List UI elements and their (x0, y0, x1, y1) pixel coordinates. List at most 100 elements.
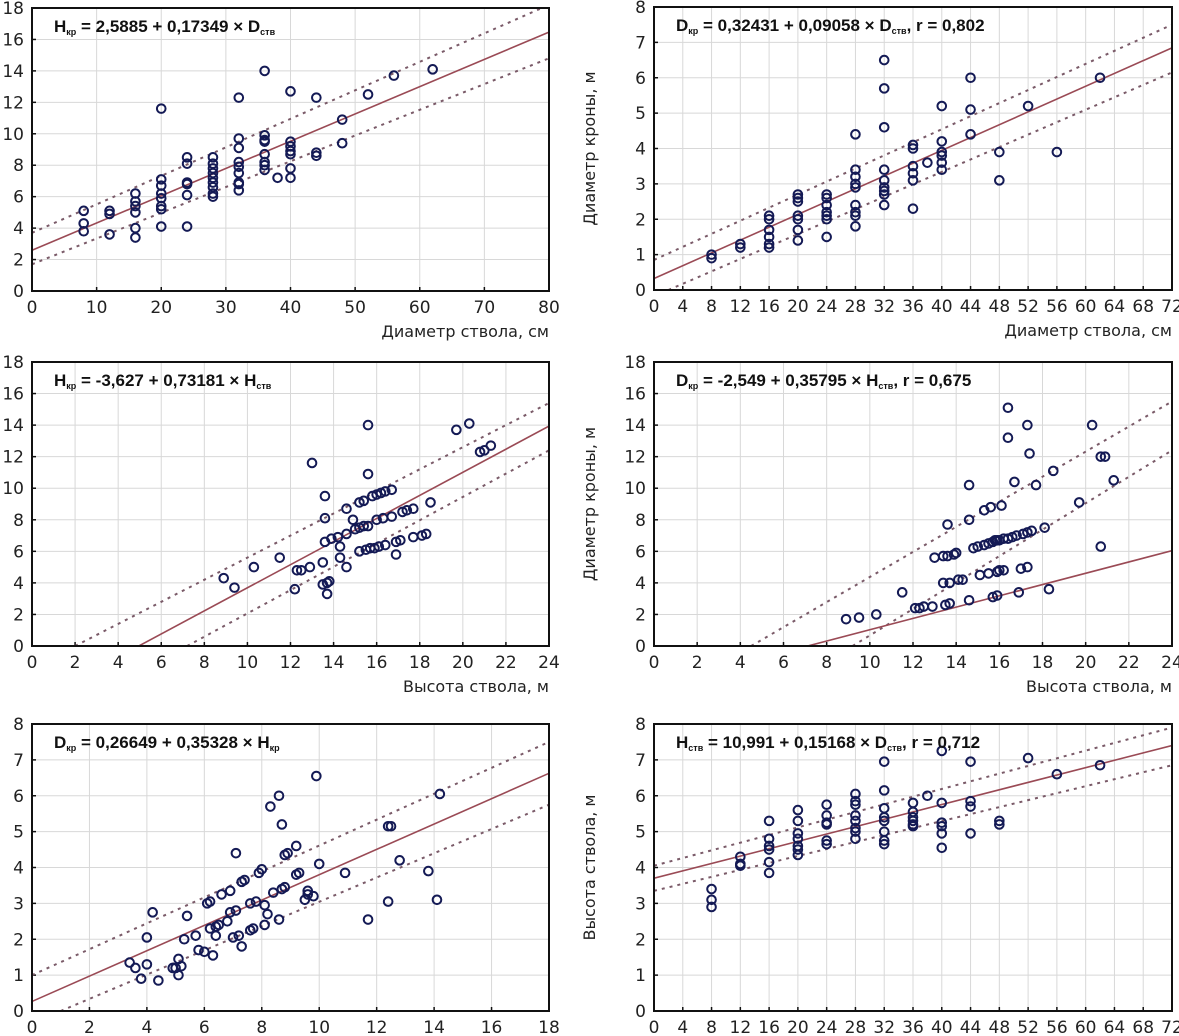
data-point (735, 860, 746, 872)
y-tick-label: 8 (13, 715, 24, 735)
data-point (1099, 451, 1111, 462)
data-point (878, 838, 890, 850)
x-tick-label: 6 (199, 1018, 210, 1036)
data-point (1095, 451, 1107, 462)
data-point (871, 609, 882, 620)
data-point (319, 512, 331, 524)
x-tick-label: 10 (86, 298, 108, 318)
data-point (878, 199, 890, 211)
data-point (994, 175, 1005, 186)
y-axis-label: Высота ствола, м (580, 794, 599, 940)
plot-area (32, 741, 549, 1011)
data-point (259, 65, 270, 77)
plot-frame (653, 723, 1173, 1012)
data-point (295, 564, 307, 576)
y-tick-label: 4 (635, 140, 646, 160)
data-point (792, 213, 804, 225)
data-point (290, 840, 302, 852)
data-point (994, 146, 1005, 158)
data-point (991, 590, 1003, 601)
data-point (130, 962, 141, 974)
data-point (362, 419, 374, 431)
regression-equation: Dкр = -2,549 + 0,35795 × Hств, r = 0,675 (676, 371, 971, 391)
data-point (259, 136, 270, 147)
plot-area (750, 400, 1172, 646)
x-tick-label: 4 (677, 1018, 688, 1036)
x-tick-label: 4 (677, 297, 688, 317)
data-point (291, 564, 303, 576)
data-point (379, 539, 391, 551)
data-point (135, 973, 147, 985)
plot-frame (31, 7, 550, 292)
chart-c2: 0 4 8 12 16 20 24 28 32 36 40 44 48 52 56 60 64 68 7201234… (580, 0, 1179, 340)
equation-lhs: H (54, 371, 66, 390)
data-point (289, 583, 301, 595)
data-point (907, 167, 919, 179)
x-tick-label: 8 (706, 297, 717, 317)
x-tick-label: 64 (1104, 297, 1126, 317)
data-point (334, 552, 346, 563)
y-tick-label: 6 (635, 542, 646, 562)
data-point (308, 890, 319, 902)
data-point (936, 100, 948, 112)
data-point (821, 192, 832, 204)
data-point (273, 914, 285, 925)
chart-c6: 0 4 8 12 16 20 24 28 32 36 40 44 48 52 56 60 64 68 7201234… (580, 715, 1179, 1036)
data-point (230, 847, 242, 859)
data-point (207, 188, 219, 199)
data-point (373, 541, 385, 552)
x-tick-label: 68 (1132, 297, 1154, 317)
data-point (285, 145, 296, 157)
data-point (1022, 419, 1033, 431)
x-tick-label: 12 (730, 1018, 752, 1036)
data-point (821, 213, 832, 225)
data-point (850, 833, 861, 845)
data-point (181, 189, 193, 201)
data-point (181, 158, 193, 169)
data-point (304, 561, 316, 573)
data-point (181, 221, 193, 232)
confidence-upper-line (32, 8, 545, 234)
y-tick-label: 6 (13, 787, 24, 807)
data-point (379, 486, 391, 497)
data-point (420, 528, 432, 540)
data-point (341, 503, 352, 515)
data-point (963, 514, 975, 526)
data-point (936, 745, 948, 757)
data-point (922, 157, 933, 168)
x-tick-label: 4 (141, 1018, 152, 1036)
data-point (850, 810, 861, 821)
data-point (382, 896, 394, 907)
data-point (1095, 541, 1107, 552)
data-point (1024, 448, 1035, 459)
data-point (792, 224, 804, 236)
data-point (936, 797, 948, 809)
regression-equation: Dкр = 0,26649 + 0,35328 × Hкр (54, 733, 280, 753)
data-point (985, 501, 997, 513)
data-point (319, 490, 331, 502)
x-tick-label: 16 (366, 653, 388, 673)
data-point (821, 838, 832, 850)
data-point (1108, 475, 1120, 486)
data-point (963, 594, 975, 606)
data-point (216, 889, 227, 900)
data-point (850, 206, 861, 218)
x-tick-label: 24 (538, 653, 560, 673)
equation-tail: , r = 0,675 (893, 371, 971, 390)
data-point (1094, 72, 1106, 84)
data-point (706, 883, 717, 895)
plot-area (654, 726, 1172, 913)
x-tick-label: 0 (649, 653, 660, 673)
y-tick-label: 12 (2, 93, 24, 113)
data-point (792, 828, 804, 839)
x-tick-label: 44 (960, 297, 982, 317)
equation-lhs-sub: кр (66, 381, 77, 391)
data-point (259, 164, 270, 176)
data-point (878, 83, 890, 94)
data-point (936, 820, 948, 832)
data-point (850, 171, 861, 183)
data-point (233, 142, 245, 154)
data-point (878, 835, 890, 846)
data-point (983, 568, 994, 579)
data-point (936, 842, 948, 854)
